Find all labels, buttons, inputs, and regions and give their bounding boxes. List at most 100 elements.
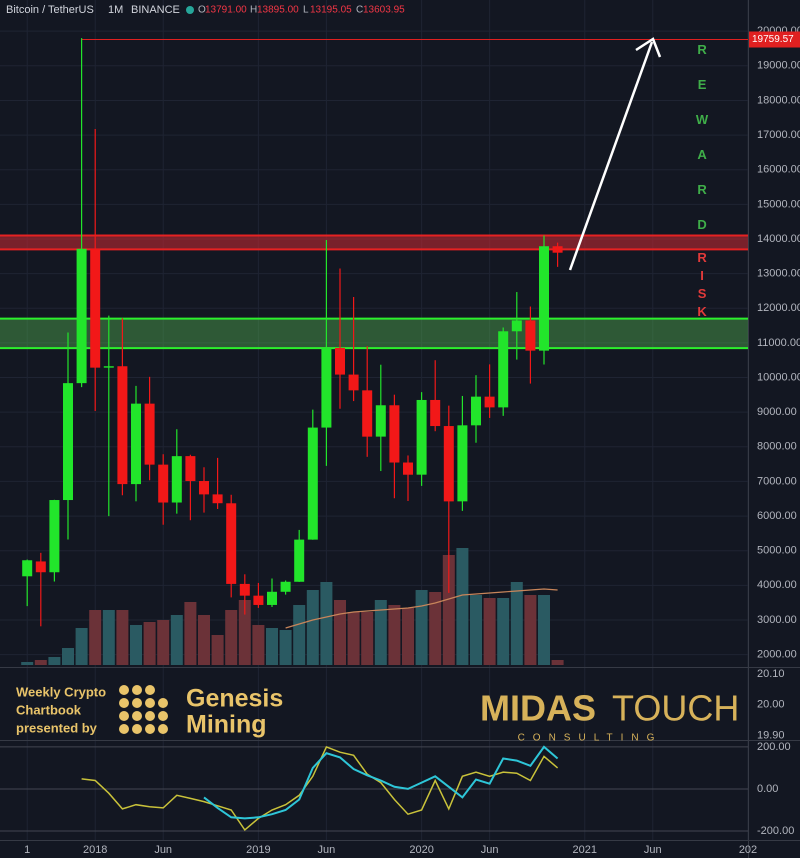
candle-body — [362, 390, 373, 437]
y-tick-label: 3000.00 — [757, 614, 797, 626]
candle-body — [389, 405, 400, 463]
candle-body — [103, 366, 114, 368]
brand-text: presented by — [16, 720, 98, 735]
x-tick-label: 2018 — [83, 844, 107, 856]
y-tick-label: 19000.00 — [757, 60, 800, 72]
candle-body — [484, 396, 495, 408]
ohlc-value: 13895.00 — [257, 5, 299, 16]
brand-text: Mining — [186, 711, 267, 739]
osc-tick-label: -200.00 — [757, 825, 794, 837]
candle-body — [430, 399, 441, 427]
x-tick-label: 2021 — [573, 844, 597, 856]
volume-bar — [225, 610, 238, 665]
x-tick-label: Jun — [318, 844, 336, 856]
icon-dot — [158, 724, 168, 734]
osc-tick-label: 200.00 — [757, 741, 791, 753]
volume-bar — [279, 630, 292, 665]
brand-text: MIDAS — [480, 688, 596, 729]
icon-dot — [119, 724, 129, 734]
volume-bar — [293, 605, 306, 665]
exchange: BINANCE — [131, 4, 180, 16]
volume-bar — [306, 590, 319, 665]
price-zone — [0, 318, 748, 349]
candle-body — [280, 581, 291, 592]
volume-bar — [252, 625, 265, 665]
volume-bar — [538, 595, 550, 665]
price-label: 19759.57 — [752, 34, 794, 45]
candle-body — [144, 403, 155, 465]
ohlc-label: O — [198, 5, 206, 16]
volume-bar — [470, 595, 482, 665]
ohlc-label: H — [250, 5, 257, 16]
y-tick-label: 14000.00 — [757, 233, 800, 245]
ohlc-value: 13195.05 — [310, 5, 352, 16]
candle-body — [335, 347, 345, 375]
candle-body — [22, 560, 33, 577]
volume-bar — [48, 657, 61, 665]
y-tick-label: 13000.00 — [757, 268, 800, 280]
candle-body — [267, 591, 277, 605]
icon-dot — [119, 698, 129, 708]
candle-body — [212, 494, 223, 504]
icon-dot — [145, 698, 155, 708]
icon-dot — [132, 685, 142, 695]
volume-bar — [320, 582, 333, 665]
genesis-icon — [119, 685, 168, 734]
volume-bar — [442, 555, 455, 665]
volume-bar — [143, 622, 156, 665]
candle-body — [158, 464, 169, 503]
y-tick-label: 6000.00 — [757, 510, 797, 522]
icon-dot — [145, 685, 155, 695]
y-tick-label: 4000.00 — [757, 579, 797, 591]
volume-bar — [524, 595, 537, 665]
x-tick-label: 202 — [739, 844, 757, 856]
x-tick-label: 2020 — [409, 844, 433, 856]
icon-dot — [158, 711, 168, 721]
candle-body — [443, 426, 454, 502]
candle-body — [253, 595, 264, 605]
y-tick-label: 18000.00 — [757, 94, 800, 106]
icon-dot — [119, 685, 129, 695]
volume-bar — [89, 610, 102, 665]
volume-bar — [347, 612, 360, 665]
pane2-tick-label: 20.10 — [757, 668, 785, 680]
volume-bar — [429, 592, 442, 665]
y-tick-label: 17000.00 — [757, 129, 800, 141]
reward-label: REWARD — [695, 42, 710, 252]
price-label-box — [749, 31, 800, 48]
volume-bar — [102, 610, 115, 665]
risk-label: RISK — [695, 250, 710, 322]
y-tick-label: 12000.00 — [757, 302, 800, 314]
volume-bar — [334, 600, 346, 665]
candle-body — [294, 539, 305, 582]
volume-bar — [170, 615, 183, 665]
chartbook-logo: Weekly Crypto Chartbook presented by Gen… — [16, 684, 283, 738]
volume-bar — [238, 600, 251, 665]
candle-body — [239, 583, 250, 596]
volume-bar — [75, 628, 88, 665]
brand-text: Chartbook — [16, 702, 82, 717]
brand-text: TOUCH — [612, 688, 739, 729]
y-tick-label: 16000.00 — [757, 164, 800, 176]
interval: 1M — [108, 4, 123, 16]
volume-bar — [211, 635, 224, 665]
y-tick-label: 10000.00 — [757, 371, 800, 383]
icon-dot — [158, 698, 168, 708]
candle-body — [552, 246, 563, 253]
candle-body — [498, 331, 509, 408]
icon-dot — [145, 724, 155, 734]
midas-logo: MIDAS TOUCH CONSULTING — [480, 688, 739, 744]
volume-bar — [415, 590, 428, 665]
volume-bar — [388, 605, 401, 665]
y-tick-label: 2000.00 — [757, 649, 797, 661]
candle-body — [117, 366, 128, 485]
candle-body — [199, 481, 209, 495]
icon-dot — [132, 711, 142, 721]
price-zone — [0, 235, 748, 250]
status-dot — [186, 6, 194, 14]
brand-text: CONSULTING — [518, 733, 663, 744]
volume-bar — [456, 548, 469, 665]
candle-body — [49, 500, 60, 573]
volume-bar — [116, 610, 129, 665]
candle-body — [403, 462, 413, 475]
